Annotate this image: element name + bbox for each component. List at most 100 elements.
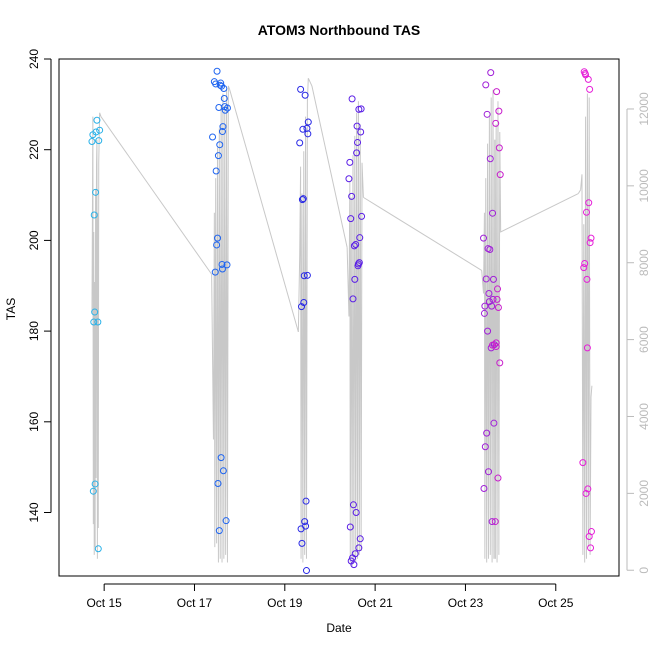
y2-tick-label: 8000 (637, 249, 650, 276)
tas-point-flight-3 (302, 497, 310, 505)
tas-point-flight-7 (586, 85, 594, 93)
y2-tick-label: 12000 (637, 92, 650, 126)
tas-point-flight-3 (299, 125, 307, 133)
tas-point-flight-5 (489, 275, 497, 283)
tas-point-flight-5 (490, 419, 498, 427)
tas-point-flight-2 (213, 241, 221, 249)
x-tick-label: Oct 19 (267, 596, 303, 610)
tas-point-flight-4 (351, 550, 359, 558)
tas-point-flight-5 (486, 245, 494, 253)
x-tick-label: Oct 17 (177, 596, 213, 610)
tas-point-flight-1 (94, 318, 102, 326)
tas-point-flight-2 (219, 123, 227, 131)
tas-point-flight-2 (220, 84, 228, 92)
tas-point-flight-7 (583, 275, 591, 283)
tas-point-flight-4 (350, 242, 358, 250)
y-axis-label: TAS (4, 298, 18, 320)
tas-point-flight-2 (214, 479, 222, 487)
tas-point-flight-4 (356, 535, 364, 543)
tas-point-flight-5 (480, 234, 488, 242)
tas-point-flight-2 (218, 265, 226, 273)
tas-point-flight-2 (217, 79, 225, 87)
tas-point-flight-7 (582, 208, 590, 216)
tas-point-flight-4 (355, 105, 363, 113)
tas-point-flight-3 (301, 518, 309, 526)
y2-tick-label: 2000 (637, 480, 650, 507)
tas-point-flight-2 (222, 517, 230, 525)
tas-point-flight-5 (484, 327, 492, 335)
tas-point-flight-3 (297, 85, 305, 93)
tas-point-flight-4 (346, 523, 354, 531)
y2-tick-label: 4000 (637, 403, 650, 430)
tas-point-flight-6 (491, 518, 499, 526)
tas-point-flight-2 (212, 167, 220, 175)
tas-point-flight-7 (585, 199, 593, 207)
tas-point-flight-5 (488, 518, 496, 526)
tas-point-flight-2 (221, 106, 229, 114)
tas-point-flight-2 (214, 234, 222, 242)
tas-point-flight-4 (352, 509, 360, 517)
tas-point-flight-2 (217, 454, 225, 462)
y-tick-label: 200 (27, 230, 41, 250)
y-axis-right: 0 2000 4000 6000 8000 10000 12000 (626, 92, 650, 574)
altitude-line-flight-4 (346, 101, 364, 567)
tas-point-flight-2 (212, 80, 220, 88)
tas-point-flight-7 (584, 485, 592, 493)
tas-point-flight-7 (587, 544, 595, 552)
tas-point-flight-3 (298, 539, 306, 547)
tas-point-flight-6 (496, 171, 504, 179)
tas-point-flight-5 (488, 302, 496, 310)
tas-point-flight-4 (355, 544, 363, 552)
tas-point-flight-3 (304, 130, 312, 138)
plot-frame (58, 58, 620, 577)
tas-point-flight-5 (481, 302, 489, 310)
tas-point-flight-2 (214, 152, 222, 160)
tas-point-flight-4 (349, 501, 357, 509)
tas-point-flight-3 (301, 91, 309, 99)
tas-point-flight-4 (350, 561, 358, 569)
tas-point-flight-1 (92, 128, 100, 136)
altitude-line-flight-5 (481, 89, 496, 563)
y-tick-label: 180 (27, 321, 41, 341)
tas-point-flight-4 (351, 275, 359, 283)
tas-point-flight-2 (213, 67, 221, 75)
x-axis: Oct 15 Oct 17 Oct 19 Oct 21 Oct 23 Oct 25 (86, 583, 574, 610)
tas-point-flight-7 (584, 75, 592, 83)
tas-point-flight-1 (90, 318, 98, 326)
tas-point-flight-3 (298, 303, 306, 311)
tas-point-flight-7 (587, 528, 595, 536)
tas-point-flight-3 (304, 118, 312, 126)
tas-point-flight-7 (580, 264, 588, 272)
x-tick-label: Oct 25 (538, 596, 574, 610)
tas-point-flight-6 (495, 144, 503, 152)
tas-point-flight-3 (298, 196, 306, 204)
tas-point-flight-6 (496, 359, 504, 367)
tas-point-flight-4 (352, 240, 360, 248)
tas-point-flight-4 (349, 295, 357, 303)
tas-point-flight-4 (354, 260, 362, 268)
tas-point-flight-3 (303, 271, 311, 279)
tas-point-flight-4 (345, 175, 353, 183)
tas-point-flight-2 (223, 104, 231, 112)
tas-point-flight-6 (495, 107, 503, 115)
tas-point-flight-6 (493, 295, 501, 303)
tas-point-flight-7 (587, 234, 595, 242)
chart-title: ATOM3 Northbound TAS (258, 22, 421, 38)
tas-points-layer (88, 67, 595, 575)
tas-point-flight-1 (90, 211, 98, 219)
altitude-connector-2 (229, 89, 299, 333)
tas-point-flight-6 (492, 119, 500, 127)
tas-point-flight-4 (347, 215, 355, 223)
altitude-line-flight-2 (211, 85, 231, 563)
tas-point-flight-5 (483, 110, 491, 118)
altitude-line-flight-6 (494, 101, 579, 563)
tas-point-flight-5 (483, 429, 491, 437)
tas-point-flight-4 (353, 122, 361, 130)
y-tick-label: 160 (27, 411, 41, 431)
y-tick-label: 140 (27, 502, 41, 522)
tas-point-flight-1 (88, 138, 96, 146)
tas-point-flight-1 (93, 116, 101, 124)
y2-tick-label: 0 (637, 567, 650, 574)
tas-point-flight-2 (215, 527, 223, 535)
